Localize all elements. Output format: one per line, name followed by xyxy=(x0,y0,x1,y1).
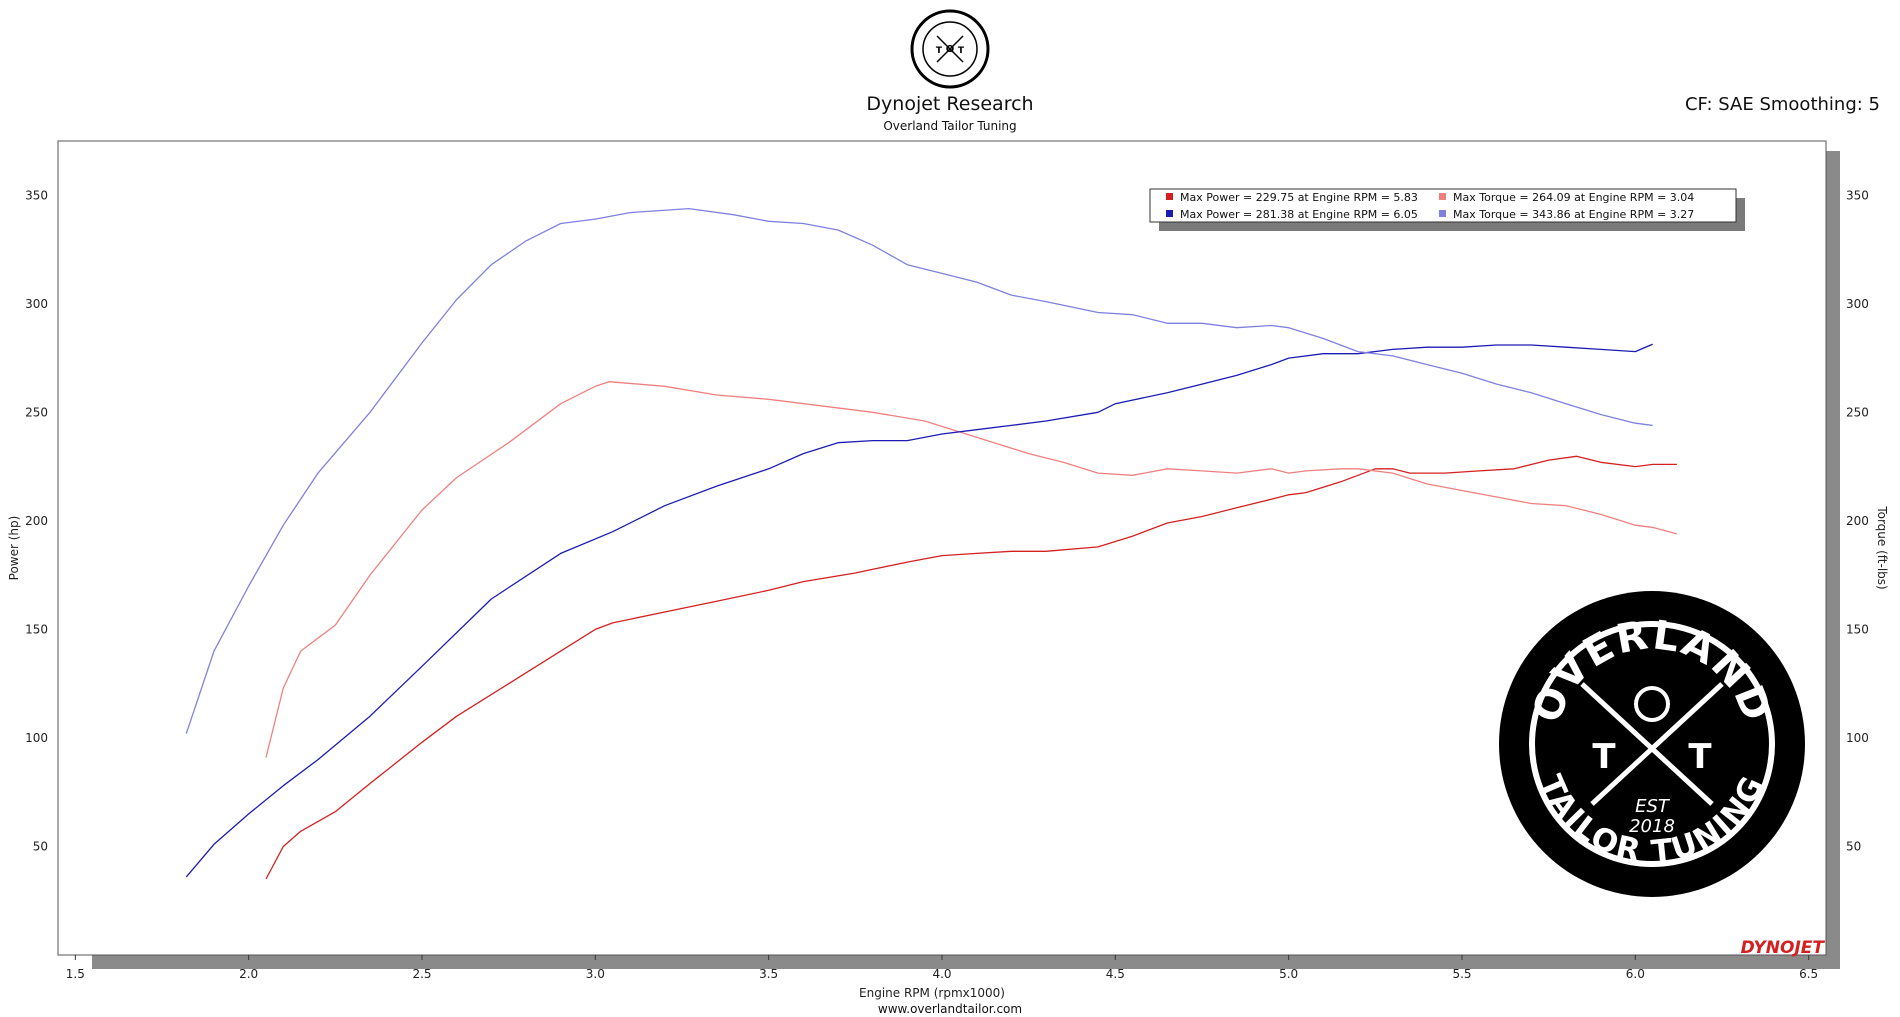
legend-entry: Max Torque = 264.09 at Engine RPM = 3.04 xyxy=(1453,191,1694,204)
y-tick-label-left: 250 xyxy=(25,405,48,419)
y-tick-label-left: 50 xyxy=(33,839,48,853)
y-tick-label-right: 300 xyxy=(1846,297,1869,311)
chart-title: Dynojet Research xyxy=(866,93,1034,115)
svg-text:T: T xyxy=(936,46,943,56)
legend-swatch xyxy=(1166,193,1173,200)
logo-est: EST xyxy=(1635,796,1671,817)
series-line-1 xyxy=(265,455,1677,880)
logo-t-right: T xyxy=(1688,737,1712,777)
plot-shadow-bottom xyxy=(92,955,1840,969)
logo-cross-2 xyxy=(1590,682,1724,806)
x-tick-label: 6.5 xyxy=(1799,967,1818,981)
y-tick-label-left: 350 xyxy=(25,188,48,202)
series-line-3 xyxy=(185,343,1653,878)
overland-tailor-tuning-logo-small: O T T xyxy=(909,8,991,94)
y-tick-label-left: 200 xyxy=(25,514,48,528)
x-tick-label: 5.5 xyxy=(1452,967,1471,981)
legend-entry: Max Power = 229.75 at Engine RPM = 5.83 xyxy=(1180,191,1418,204)
x-tick-label: 3.0 xyxy=(586,967,605,981)
y-tick-label-left: 100 xyxy=(25,731,48,745)
dynojet-brand: DYNOJET xyxy=(1741,938,1826,958)
y-tick-label-left: 150 xyxy=(25,622,48,636)
logo-outer-ring xyxy=(1499,591,1805,897)
y-tick-label-right: 50 xyxy=(1846,839,1861,853)
x-tick-label: 4.0 xyxy=(932,967,951,981)
x-tick-label: 5.0 xyxy=(1279,967,1298,981)
legend-swatch xyxy=(1166,210,1173,217)
svg-text:T: T xyxy=(958,46,965,56)
y-tick-label-right: 350 xyxy=(1846,188,1869,202)
series-line-2 xyxy=(265,381,1678,758)
x-axis-label: Engine RPM (rpmx1000) xyxy=(859,986,1005,1000)
x-tick-label: 2.0 xyxy=(239,967,258,981)
y-axis-label-left: Power (hp) xyxy=(7,516,21,581)
correction-factor-label: CF: SAE Smoothing: 5 xyxy=(1684,94,1880,115)
y-tick-label-right: 200 xyxy=(1846,514,1869,528)
y-tick-label-left: 300 xyxy=(25,297,48,311)
x-tick-label: 4.5 xyxy=(1106,967,1125,981)
legend-swatch xyxy=(1439,210,1446,217)
svg-text:O: O xyxy=(946,44,955,55)
logo-cross-1 xyxy=(1580,682,1714,806)
logo-t-left: T xyxy=(1592,737,1616,777)
footer-url: www.overlandtailor.com xyxy=(877,1002,1023,1016)
dynojet-brand-text: DYNOJET xyxy=(1741,938,1826,958)
y-tick-label-right: 100 xyxy=(1846,731,1869,745)
x-tick-label: 1.5 xyxy=(66,967,85,981)
x-tick-label: 6.0 xyxy=(1626,967,1645,981)
y-tick-label-right: 250 xyxy=(1846,405,1869,419)
y-axis-label-right: Torque (ft-lbs) xyxy=(1875,505,1889,589)
legend-swatch xyxy=(1439,193,1446,200)
chart-series xyxy=(185,207,1678,880)
logo-o-circle xyxy=(1634,686,1670,722)
logo-inner-ring xyxy=(1529,621,1775,867)
series-line-4 xyxy=(185,207,1653,734)
x-tick-label: 2.5 xyxy=(412,967,431,981)
logo-year: 2018 xyxy=(1629,816,1675,837)
x-tick-label: 3.5 xyxy=(759,967,778,981)
chart-legend: Max Power = 229.75 at Engine RPM = 5.83 M… xyxy=(1149,188,1745,231)
plot-shadow-right xyxy=(1826,151,1840,960)
legend-entry: Max Torque = 343.86 at Engine RPM = 3.27 xyxy=(1453,208,1694,221)
legend-entry: Max Power = 281.38 at Engine RPM = 6.05 xyxy=(1180,208,1418,221)
y-tick-label-right: 150 xyxy=(1846,622,1869,636)
chart-subtitle: Overland Tailor Tuning xyxy=(883,119,1017,133)
